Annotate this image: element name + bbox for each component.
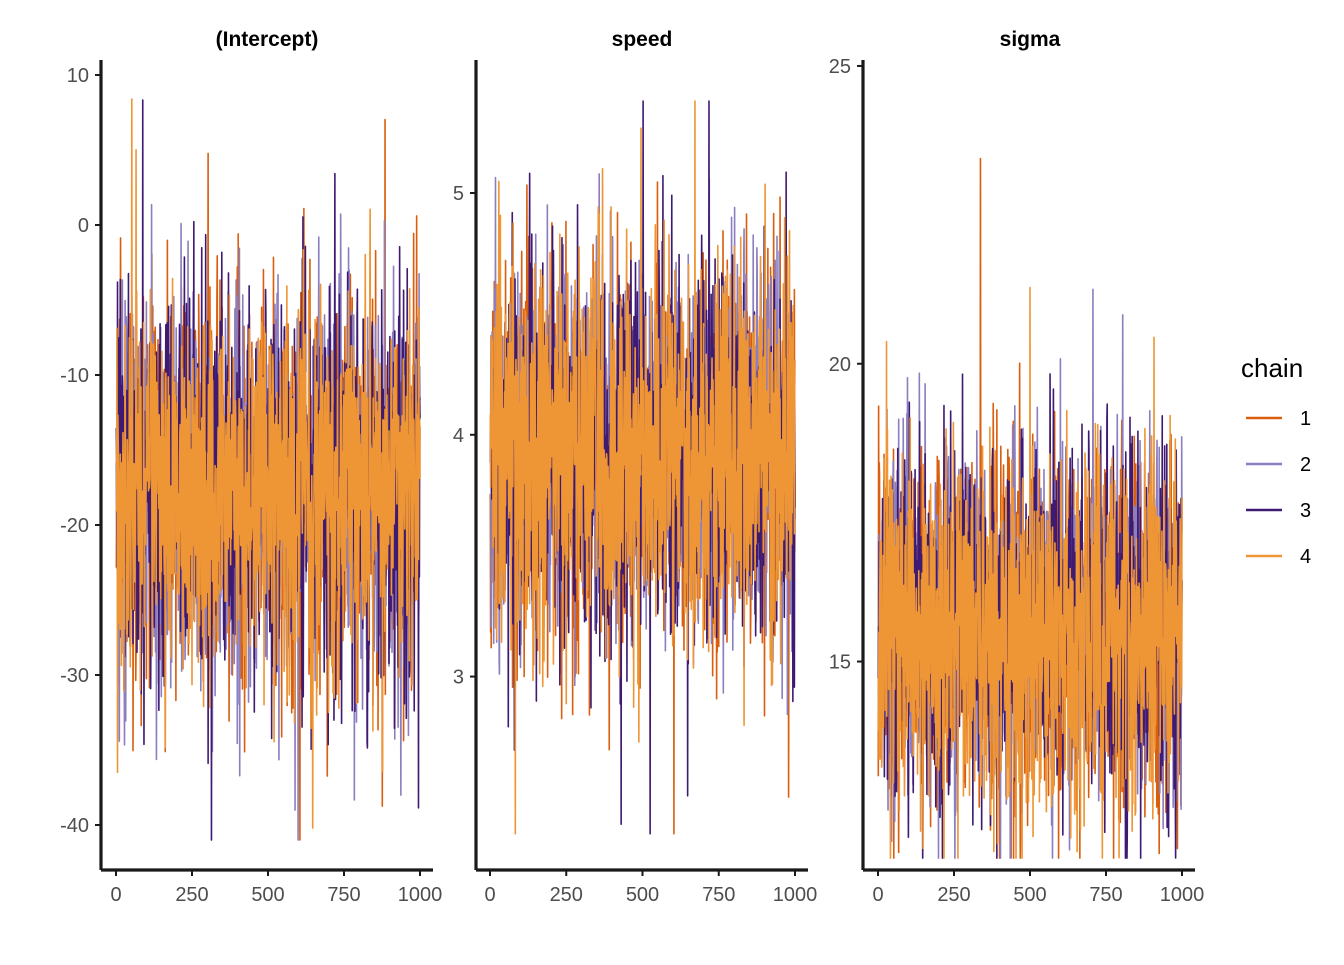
legend-label: 4 — [1300, 546, 1311, 568]
trace-lines — [489, 100, 796, 835]
x-tick-label: 500 — [1013, 884, 1046, 906]
x-tick-label: 250 — [937, 884, 970, 906]
trace-line-chain-4 — [115, 98, 421, 829]
facet-title: sigma — [1000, 28, 1061, 51]
x-tick-label: 750 — [1089, 884, 1122, 906]
trace-line-chain-4 — [877, 286, 1183, 859]
facet-panel: (Intercept) -40 -30 -20 -10 0 10 0 250 500 750 1000 — [60, 28, 442, 906]
x-tick-label: 1000 — [1160, 884, 1205, 906]
x-tick-label: 1000 — [773, 884, 818, 906]
y-tick-label: -40 — [60, 815, 89, 837]
y-tick-label: 3 — [453, 667, 464, 689]
y-tick-label: 5 — [453, 183, 464, 205]
facet-panel: speed 3 4 5 0 250 500 750 1000 — [453, 28, 817, 906]
y-tick-label: -10 — [60, 365, 89, 387]
legend-title: chain — [1241, 353, 1303, 383]
x-tick-label: 0 — [872, 884, 883, 906]
x-tick-label: 0 — [484, 884, 495, 906]
legend-label: 3 — [1300, 500, 1311, 522]
x-tick-label: 250 — [550, 884, 583, 906]
trace-lines — [877, 157, 1183, 859]
x-tick-label: 0 — [110, 884, 121, 906]
x-tick-label: 750 — [702, 884, 735, 906]
facet-title: (Intercept) — [216, 28, 319, 51]
y-tick-label: -30 — [60, 665, 89, 687]
x-tick-label: 750 — [327, 884, 360, 906]
x-tick-label: 1000 — [398, 884, 443, 906]
legend-label: 2 — [1300, 454, 1311, 476]
y-tick-label: -20 — [60, 515, 89, 537]
legend-label: 1 — [1300, 408, 1311, 430]
legend: chain 1 2 3 4 — [1241, 353, 1311, 568]
y-tick-label: 20 — [829, 354, 851, 376]
trace-line-chain-4 — [489, 100, 796, 835]
y-tick-label: 25 — [829, 56, 851, 78]
y-tick-label: 4 — [453, 425, 464, 447]
trace-lines — [115, 98, 421, 841]
y-tick-label: 0 — [78, 215, 89, 237]
y-tick-label: 10 — [67, 65, 89, 87]
x-tick-label: 500 — [251, 884, 284, 906]
y-tick-label: 15 — [829, 652, 851, 674]
x-tick-label: 250 — [175, 884, 208, 906]
facet-title: speed — [612, 28, 673, 51]
x-tick-label: 500 — [626, 884, 659, 906]
